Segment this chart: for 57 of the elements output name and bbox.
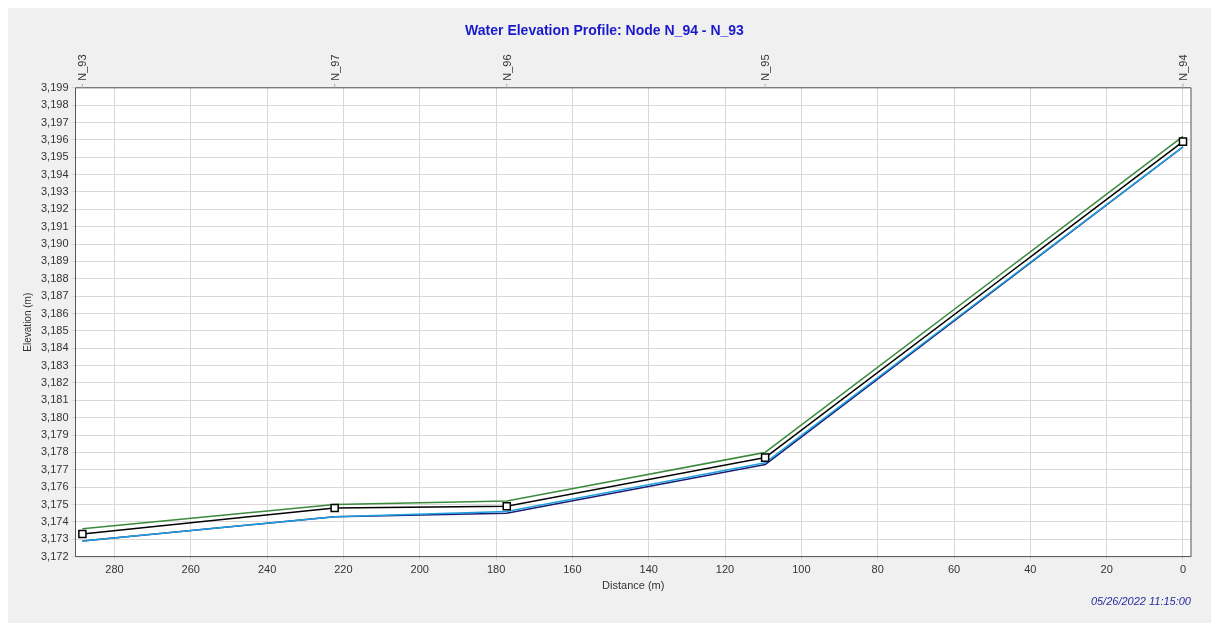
y-tick-label: 3,194 [41, 167, 69, 180]
y-tick-label: 3,182 [41, 376, 69, 388]
y-tick-label: 3,191 [41, 219, 69, 232]
y-tick-label: 3,174 [41, 514, 69, 527]
y-tick-label: 3,190 [41, 237, 69, 250]
x-tick-label: 200 [410, 563, 429, 576]
y-tick-label: 3,187 [41, 289, 69, 302]
y-tick-label: 3,185 [41, 323, 69, 336]
y-axis-title: Elevation (m) [21, 292, 33, 352]
y-tick-label: 3,178 [41, 445, 69, 458]
y-tick-label: 3,188 [41, 271, 69, 284]
y-tick-label: 3,181 [41, 393, 69, 406]
text: 05/26/2022 11:15:00 [1090, 595, 1192, 607]
chart-title: Water Elevation Profile: Node N_94 - N_93 [465, 22, 745, 39]
y-tick-label: 3,179 [41, 428, 69, 441]
y-tick-label: 3,172 [41, 549, 69, 562]
point [78, 529, 87, 539]
point [1178, 137, 1188, 146]
x-tick-label: 0 [1179, 563, 1187, 576]
y-tick-label: 3,175 [41, 497, 69, 510]
y-tick-label: 3,189 [41, 254, 69, 267]
x-tick-label: 260 [181, 563, 200, 576]
y-tick-label: 3,184 [41, 341, 69, 354]
point [760, 453, 770, 462]
x-tick-label: 280 [105, 563, 124, 576]
annotation: N_97 [328, 54, 341, 81]
x-tick-label: 80 [871, 563, 884, 576]
y-tick-label: 3,197 [41, 115, 69, 128]
x-tick-label: 240 [257, 563, 277, 576]
x-tick-label: 180 [486, 563, 506, 576]
y-tick-label: 3,196 [41, 132, 69, 145]
y-tick-label: 3,173 [41, 532, 69, 545]
x-tick-label: 160 [563, 563, 582, 576]
y-tick-label: 3,183 [41, 358, 69, 371]
x-tick-label: 120 [715, 563, 735, 576]
x-tick-label: 140 [639, 563, 658, 576]
y-tick-label: 3,177 [41, 462, 69, 475]
annotation: N_94 [1176, 54, 1189, 81]
x-tick-label: 220 [334, 563, 353, 576]
x-tick-label: 60 [947, 563, 961, 576]
y-tick-label: 3,192 [41, 202, 69, 215]
x-tick-label: 20 [1100, 563, 1113, 576]
y-tick-label: 3,186 [41, 306, 69, 319]
annotation: N_95 [759, 54, 772, 81]
x-tick-label: 40 [1024, 563, 1037, 576]
y-tick-label: 3,180 [41, 410, 69, 423]
x-tick-label: 100 [792, 563, 811, 576]
point [330, 503, 339, 513]
annotation: N_93 [76, 54, 89, 81]
x-axis-title: Distance (m) [602, 579, 665, 592]
y-tick-label: 3,193 [41, 185, 69, 198]
point [502, 501, 512, 511]
y-tick-label: 3,198 [41, 98, 69, 111]
y-tick-label: 3,199 [41, 80, 69, 93]
annotation: N_96 [500, 54, 513, 81]
y-tick-label: 3,195 [41, 150, 69, 163]
y-tick-label: 3,176 [41, 480, 69, 493]
